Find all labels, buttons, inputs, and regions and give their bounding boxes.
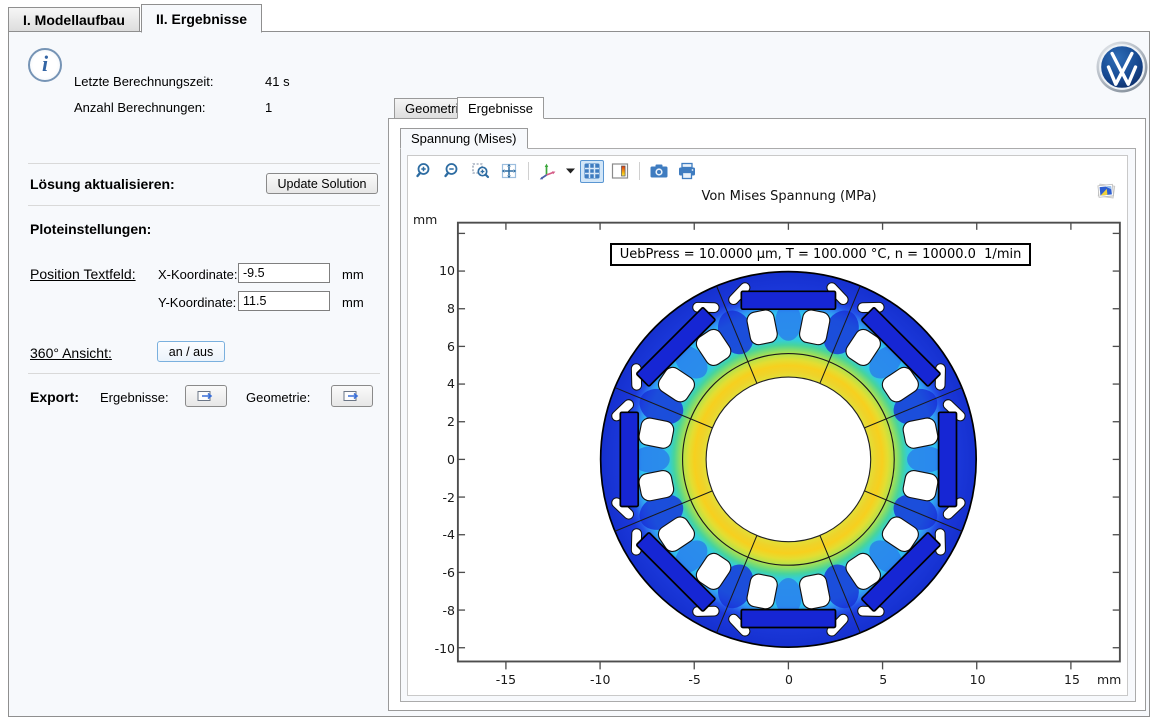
view-360-label: 360° Ansicht: (30, 345, 112, 361)
divider (28, 373, 380, 374)
tab-results[interactable]: Ergebnisse (457, 97, 544, 119)
update-solution-button[interactable]: Update Solution (266, 173, 378, 194)
x-tick-label: 15 (1052, 672, 1092, 687)
plot-group-icon (1095, 180, 1117, 202)
snapshot-icon[interactable] (647, 160, 671, 183)
app-window: I. Modellaufbau II. Ergebnisse i Letzte … (0, 0, 1158, 724)
tab-spannung-mises[interactable]: Spannung (Mises) (400, 128, 528, 149)
y-tick-label: -8 (410, 603, 455, 618)
toolbar-separator (639, 162, 640, 180)
tab-modellaufbau[interactable]: I. Modellaufbau (8, 7, 140, 32)
rotor-cross-section (601, 272, 977, 648)
zoom-in-icon[interactable] (413, 160, 437, 183)
plot-title: Von Mises Spannung (MPa) (639, 189, 939, 204)
last-computation-value: 41 s (265, 74, 290, 89)
export-icon (343, 389, 361, 403)
view-orientation-icon[interactable] (536, 160, 560, 183)
plot-annotation: UebPress = 10.0000 μm, T = 100.000 °C, n… (610, 243, 1032, 266)
info-icon: i (28, 48, 62, 82)
von-mises-plot (408, 156, 1127, 695)
export-heading: Export: (30, 389, 79, 405)
print-icon[interactable] (675, 160, 699, 183)
computation-count-value: 1 (265, 100, 272, 115)
graphics-toolbar (413, 158, 699, 184)
y-tick-label: -10 (410, 641, 455, 656)
y-tick-label: 4 (410, 376, 455, 391)
computation-count-label: Anzahl Berechnungen: (74, 100, 206, 115)
y-tick-label: 6 (410, 339, 455, 354)
y-tick-label: -4 (410, 527, 455, 542)
dropdown-caret-icon[interactable] (564, 160, 576, 183)
zoom-extents-icon[interactable] (497, 160, 521, 183)
toolbar-separator (528, 162, 529, 180)
zoom-box-icon[interactable] (469, 160, 493, 183)
export-icon (197, 389, 215, 403)
x-coordinate-label: X-Koordinate: (158, 267, 238, 282)
export-geometry-label: Geometrie: (246, 390, 310, 405)
x-tick-label: 10 (958, 672, 998, 687)
y-coordinate-unit: mm (342, 295, 364, 310)
graphics-canvas[interactable]: Von Mises Spannung (MPa) UebPress = 10.0… (407, 155, 1128, 696)
y-axis-unit: mm (413, 212, 437, 227)
last-computation-label: Letzte Berechnungszeit: (74, 74, 213, 89)
grid-toggle-icon[interactable] (580, 160, 604, 183)
x-tick-label: -10 (580, 672, 620, 687)
plot-settings-heading: Ploteinstellungen: (30, 221, 151, 237)
color-legend-toggle-icon[interactable] (608, 160, 632, 183)
tab-ergebnisse[interactable]: II. Ergebnisse (141, 4, 262, 33)
export-results-button[interactable] (185, 385, 227, 407)
zoom-out-icon[interactable] (441, 160, 465, 183)
x-tick-label: 5 (863, 672, 903, 687)
y-tick-label: 0 (410, 452, 455, 467)
x-tick-label: 0 (769, 672, 809, 687)
y-tick-label: -2 (410, 490, 455, 505)
update-solution-label: Lösung aktualisieren: (30, 176, 175, 192)
divider (28, 163, 380, 164)
y-coordinate-label: Y-Koordinate: (158, 295, 236, 310)
vw-logo (1096, 41, 1148, 93)
x-tick-label: -5 (675, 672, 715, 687)
y-tick-label: 8 (410, 301, 455, 316)
x-axis-unit: mm (1097, 672, 1121, 687)
y-tick-label: -6 (410, 565, 455, 580)
x-coordinate-input[interactable] (238, 263, 330, 283)
y-coordinate-input[interactable] (238, 291, 330, 311)
position-textfield-label: Position Textfeld: (30, 266, 136, 282)
x-tick-label: -15 (486, 672, 526, 687)
y-tick-label: 2 (410, 414, 455, 429)
y-tick-label: 10 (410, 263, 455, 278)
export-results-label: Ergebnisse: (100, 390, 169, 405)
x-coordinate-unit: mm (342, 267, 364, 282)
export-geometry-button[interactable] (331, 385, 373, 407)
view-360-toggle-button[interactable]: an / aus (157, 341, 225, 362)
divider (28, 205, 380, 206)
